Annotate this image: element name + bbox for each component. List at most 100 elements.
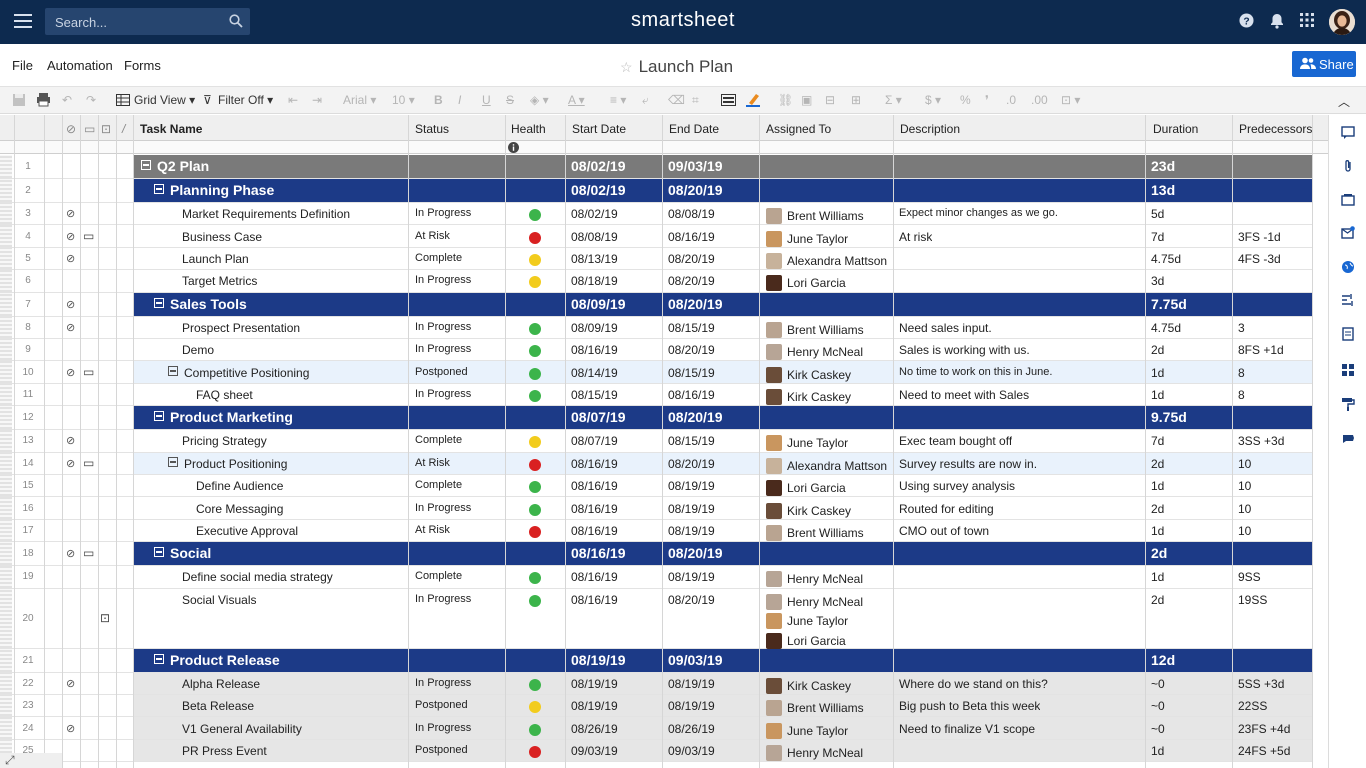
row-drag-handle[interactable] (0, 542, 12, 566)
row-drag-handle[interactable] (0, 383, 12, 406)
conditional-icon[interactable]: ⊞ (851, 93, 862, 107)
start-date-cell[interactable]: 08/16/19 (571, 545, 626, 562)
row-number[interactable]: 6 (25, 275, 31, 287)
health-green-icon[interactable] (529, 594, 541, 607)
collapse-icon[interactable] (154, 297, 164, 308)
collapse-icon[interactable] (141, 160, 151, 170)
col-start-date[interactable]: Start Date (572, 122, 627, 136)
row-drag-handle[interactable] (0, 497, 12, 519)
start-date-cell[interactable]: 08/14/19 (571, 365, 618, 380)
duration-cell[interactable]: 7d (1151, 434, 1165, 449)
clear-format-icon[interactable]: ⌫ (668, 93, 685, 107)
image-icon[interactable]: ▣ (801, 93, 813, 107)
assigned-to-cell[interactable]: Brent Williams (766, 208, 864, 225)
row-number[interactable]: 23 (22, 700, 34, 712)
row-drag-handle[interactable] (0, 316, 12, 338)
health-green-icon[interactable] (529, 209, 541, 222)
row-number[interactable]: 1 (25, 161, 31, 172)
comment-icon[interactable]: ▭ (83, 546, 95, 561)
row-number[interactable]: 14 (22, 457, 34, 469)
end-date-cell[interactable]: 08/20/19 (668, 592, 715, 607)
row-number[interactable]: 13 (22, 435, 34, 447)
duration-cell[interactable]: ~0 (1151, 721, 1165, 736)
attachment-icon[interactable]: ⊘ (66, 321, 76, 334)
start-date-cell[interactable]: 08/08/19 (571, 229, 618, 244)
fill-color-icon[interactable]: ◈ ▾ (530, 93, 549, 107)
chat-icon[interactable] (1341, 431, 1355, 445)
description-cell[interactable]: Big push to Beta this week (899, 699, 1041, 714)
row-drag-handle[interactable] (0, 430, 12, 452)
row-number[interactable]: 15 (22, 480, 34, 492)
col-description[interactable]: Description (900, 122, 961, 136)
comment-icon[interactable]: ▭ (83, 455, 95, 470)
sheet-title[interactable]: Launch Plan (638, 57, 734, 76)
row-drag-handle[interactable] (0, 519, 12, 542)
row-number[interactable]: 22 (22, 677, 34, 689)
end-date-cell[interactable]: 08/19/19 (668, 523, 715, 538)
health-yellow-icon[interactable] (529, 276, 541, 289)
group-row[interactable]: 21 Product Release 08/19/19 09/03/19 12d (0, 648, 1312, 673)
row-number[interactable]: 17 (22, 524, 34, 536)
status-cell[interactable]: In Progress (415, 592, 472, 605)
redo-icon[interactable]: ↷ (86, 93, 97, 107)
task-name[interactable]: Product Marketing (154, 409, 293, 425)
assigned-to-cell[interactable]: Henry McNeal (766, 593, 863, 610)
start-date-cell[interactable]: 08/19/19 (571, 651, 626, 668)
search-input[interactable]: Search... (45, 8, 250, 35)
health-yellow-icon[interactable] (529, 701, 541, 714)
table-row[interactable]: 16 Core Messaging In Progress 08/16/19 08/19… (0, 497, 1312, 520)
group-row[interactable]: 2 Planning Phase 08/02/19 08/20/19 13d (0, 179, 1312, 203)
forms-menu[interactable]: Forms (124, 58, 161, 73)
task-name[interactable]: PR Press Event (182, 744, 267, 758)
assigned-to-cell[interactable]: Kirk Caskey (766, 502, 851, 519)
assigned-to-cell[interactable]: Kirk Caskey (766, 677, 851, 694)
strikethrough-icon[interactable]: S (506, 93, 515, 107)
attachment-icon[interactable]: ⊘ (66, 548, 76, 561)
assigned-to-cell[interactable]: Kirk Caskey (766, 366, 851, 383)
row-drag-handle[interactable] (0, 717, 12, 739)
assigned-to-cell[interactable]: Alexandra Mattson (766, 457, 887, 474)
status-cell[interactable]: Complete (415, 251, 463, 264)
row-number[interactable]: 19 (22, 571, 34, 583)
collapse-toolbar-icon[interactable]: ︿ (1338, 95, 1351, 109)
status-cell[interactable]: In Progress (415, 387, 472, 400)
predecessors-cell[interactable]: 10 (1238, 523, 1252, 538)
row-drag-handle[interactable] (0, 588, 12, 648)
status-cell[interactable]: Postponed (415, 365, 468, 378)
assigned-to-cell[interactable]: June Taylor (766, 613, 848, 630)
row-number[interactable]: 9 (25, 344, 31, 356)
task-name[interactable]: Prospect Presentation (182, 321, 300, 335)
start-date-cell[interactable]: 08/09/19 (571, 295, 626, 312)
health-green-icon[interactable] (529, 389, 541, 402)
start-date-cell[interactable]: 08/16/19 (571, 479, 618, 494)
assigned-to-cell[interactable]: June Taylor (766, 435, 848, 452)
predecessors-cell[interactable]: 3SS +3d (1238, 434, 1285, 449)
predecessors-cell[interactable]: 8FS +1d (1238, 343, 1284, 358)
row-drag-handle[interactable] (0, 648, 12, 672)
duration-cell[interactable]: 7.75d (1151, 295, 1187, 312)
table-row[interactable]: 23 Beta Release Postponed 08/19/19 08/19/19 B… (0, 695, 1312, 718)
duration-cell[interactable]: 1d (1151, 365, 1165, 380)
wrap-icon[interactable]: ⤶ (642, 93, 649, 107)
attachment-icon[interactable]: ⊘ (66, 230, 76, 243)
comma-icon[interactable]: ❜ (985, 93, 989, 107)
group-row[interactable]: 18 ⊘ ▭ Social 08/16/19 08/20/19 2d (0, 542, 1312, 567)
end-date-cell[interactable]: 08/20/19 (668, 251, 715, 266)
duration-cell[interactable]: 7d (1151, 229, 1165, 244)
health-yellow-icon[interactable] (529, 436, 541, 449)
health-red-icon[interactable] (529, 458, 541, 471)
start-date-cell[interactable]: 08/19/19 (571, 699, 618, 714)
group-row[interactable]: 12 Product Marketing 08/07/19 08/20/19 9.75d (0, 406, 1312, 431)
start-date-cell[interactable]: 08/02/19 (571, 182, 626, 198)
row-number[interactable]: 3 (25, 208, 31, 220)
end-date-cell[interactable]: 08/15/19 (668, 434, 715, 449)
task-name[interactable]: FAQ sheet (196, 388, 253, 402)
paint-roller-icon[interactable] (1341, 397, 1355, 411)
predecessors-cell[interactable]: 4FS -3d (1238, 251, 1281, 266)
table-row[interactable]: 15 Define Audience Complete 08/16/19 08/19/1… (0, 475, 1312, 498)
start-date-cell[interactable]: 08/26/19 (571, 721, 618, 736)
table-row[interactable]: 20 ⊡ Social Visuals In Progress 08/16/19 08/2… (0, 588, 1312, 649)
proof-icon[interactable]: ⊡ (100, 610, 111, 625)
start-date-cell[interactable]: 09/03/19 (571, 743, 618, 758)
row-number[interactable]: 5 (25, 252, 31, 264)
